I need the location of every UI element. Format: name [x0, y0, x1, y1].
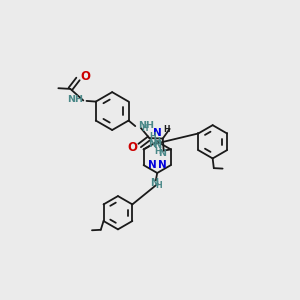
Text: N: N: [158, 160, 167, 170]
Text: O: O: [80, 70, 90, 83]
Text: O: O: [128, 141, 137, 154]
Text: NH: NH: [67, 94, 83, 103]
Text: H: H: [149, 132, 156, 141]
Text: H: H: [141, 124, 147, 133]
Text: N: N: [153, 140, 161, 150]
Text: N: N: [148, 160, 156, 170]
Text: H: H: [164, 125, 170, 134]
Text: N: N: [148, 139, 157, 148]
Text: N: N: [150, 178, 158, 188]
Text: N: N: [158, 149, 166, 158]
Text: H: H: [154, 146, 161, 155]
Text: N: N: [153, 128, 162, 138]
Text: H: H: [153, 137, 160, 146]
Text: NH: NH: [138, 121, 154, 130]
Text: H: H: [155, 181, 161, 190]
